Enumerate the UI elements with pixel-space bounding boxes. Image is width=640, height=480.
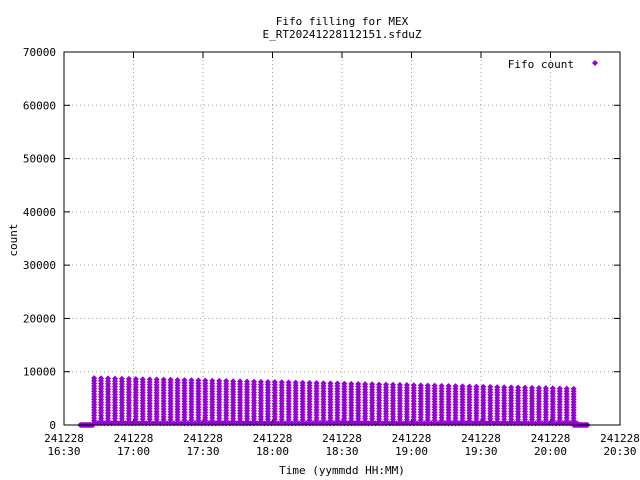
y-tick-label: 30000	[23, 259, 56, 272]
axis-ticks	[63, 51, 621, 426]
y-axis-label: count	[7, 223, 20, 256]
y-tick-label: 50000	[23, 153, 56, 166]
x-tick-label-date: 241228	[600, 432, 640, 445]
legend-label: Fifo count	[508, 58, 574, 71]
x-tick-label-date: 241228	[461, 432, 501, 445]
x-tick-label-time: 18:30	[325, 445, 358, 458]
x-tick-label-date: 241228	[114, 432, 154, 445]
x-tick-label-time: 20:30	[603, 445, 636, 458]
plot-frame	[63, 51, 621, 426]
y-tick-label: 70000	[23, 46, 56, 59]
y-tick-labels: 0 10000 20000 30000 40000 50000 60000 70000	[23, 46, 56, 432]
x-tick-label-date: 241228	[322, 432, 362, 445]
x-tick-label-time: 19:00	[395, 445, 428, 458]
y-tick-label: 60000	[23, 99, 56, 112]
x-tick-label-time: 16:30	[47, 445, 80, 458]
x-tick-label-time: 17:30	[186, 445, 219, 458]
x-tick-label-date: 241228	[531, 432, 571, 445]
legend-marker-diamond	[592, 60, 598, 66]
chart-title-line-2: E_RT20241228112151.sfduZ	[263, 28, 422, 41]
x-tick-label-time: 19:30	[464, 445, 497, 458]
legend: Fifo count	[508, 58, 598, 71]
y-tick-label: 10000	[23, 366, 56, 379]
x-tick-label-date: 241228	[253, 432, 293, 445]
x-tick-label-date: 241228	[44, 432, 84, 445]
x-tick-labels: 24122816:3024122817:0024122817:302412281…	[44, 432, 640, 458]
grid-lines	[64, 52, 620, 425]
x-tick-label-time: 20:00	[534, 445, 567, 458]
data-points	[77, 375, 591, 428]
x-tick-label-date: 241228	[183, 432, 223, 445]
y-tick-label: 40000	[23, 206, 56, 219]
x-tick-label-date: 241228	[392, 432, 432, 445]
x-axis-label: Time (yymmdd HH:MM)	[279, 464, 405, 477]
y-tick-label: 0	[49, 419, 56, 432]
y-tick-label: 20000	[23, 312, 56, 325]
x-tick-label-time: 17:00	[117, 445, 150, 458]
x-tick-label-time: 18:00	[256, 445, 289, 458]
chart-title-line-1: Fifo filling for MEX	[276, 15, 409, 28]
